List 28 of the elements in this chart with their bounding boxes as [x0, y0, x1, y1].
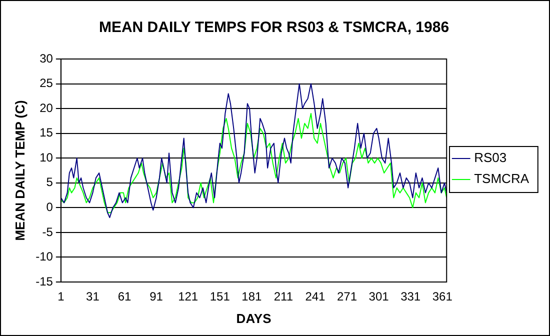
x-tick-label: 331	[400, 290, 421, 304]
y-axis-title: MEAN DAILY TEMP (C)	[12, 100, 28, 241]
y-tick-label: 25	[40, 76, 54, 90]
x-tick-label: 301	[368, 290, 390, 304]
x-tick-label: 361	[432, 290, 453, 304]
x-tick-label: 181	[242, 290, 262, 304]
x-tick-label: 241	[305, 290, 326, 304]
x-tick-label: 31	[86, 290, 100, 304]
y-tick-label: 15	[40, 126, 54, 140]
y-tick-label: -5	[42, 224, 54, 239]
x-tick-label: 211	[274, 290, 294, 304]
y-tick-label: 30	[40, 51, 54, 66]
y-tick-label: 20	[40, 100, 54, 115]
y-tick-label: 0	[46, 200, 54, 214]
x-tick-label: 121	[178, 290, 198, 304]
y-tick-label: -10	[36, 250, 54, 264]
legend-label: TSMCRA	[474, 171, 530, 186]
x-tick-label: 1	[58, 290, 65, 304]
legend-label: RS03	[474, 150, 507, 166]
x-tick-label: 271	[337, 290, 358, 304]
chart-title: MEAN DAILY TEMPS FOR RS03 & TSMCRA, 1986	[98, 19, 450, 36]
y-tick-label: 10	[40, 150, 54, 164]
x-tick-label: 61	[118, 290, 132, 304]
y-tick-label: -15	[36, 274, 54, 288]
x-axis-title: DAYS	[236, 310, 272, 326]
x-tick-label: 151	[210, 290, 230, 304]
x-tick-label: 91	[150, 290, 164, 304]
y-tick-label: 5	[46, 175, 54, 190]
